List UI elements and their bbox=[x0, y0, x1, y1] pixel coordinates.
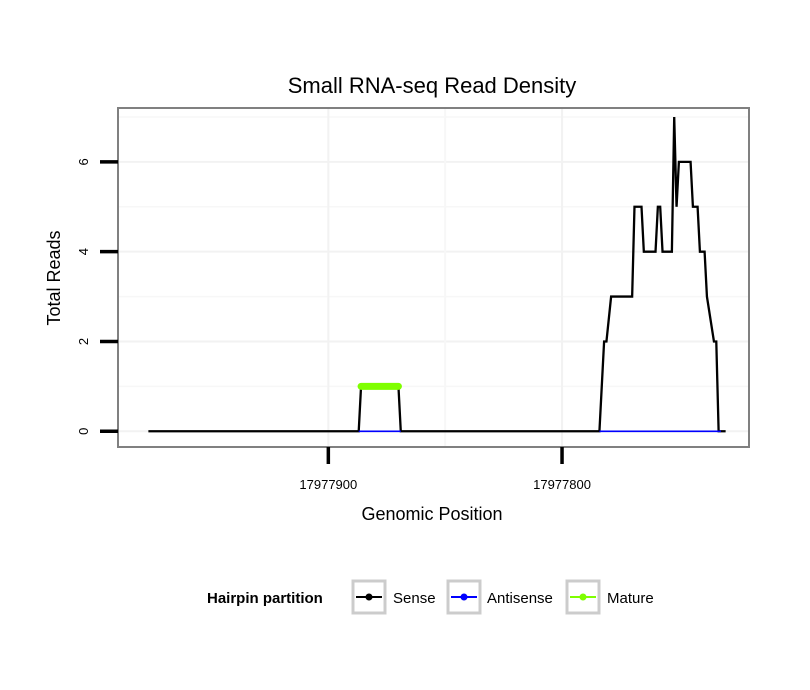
x-tick-label: 17977900 bbox=[299, 477, 357, 492]
y-axis: 0 2 4 6 bbox=[76, 158, 118, 435]
legend: Hairpin partition Sense Antisense Mature bbox=[207, 579, 654, 615]
legend-dot-antisense bbox=[460, 593, 468, 601]
legend-label-mature: Mature bbox=[607, 590, 654, 607]
plot-panel bbox=[117, 107, 750, 448]
legend-label-antisense: Antisense bbox=[487, 590, 553, 607]
y-tick-label: 0 bbox=[76, 428, 91, 435]
y-tick-label: 4 bbox=[76, 248, 91, 255]
y-tick-label: 2 bbox=[76, 338, 91, 345]
chart-title: Small RNA-seq Read Density bbox=[288, 73, 577, 98]
plot-background bbox=[118, 108, 749, 447]
x-tick-label: 17977800 bbox=[533, 477, 591, 492]
x-axis: 17977900 17977800 bbox=[299, 447, 591, 492]
series-line-sense bbox=[148, 116, 726, 433]
y-tick-label: 6 bbox=[76, 158, 91, 165]
y-axis-label: Total Reads bbox=[44, 230, 64, 325]
legend-dot-sense bbox=[365, 593, 373, 601]
plot-border bbox=[117, 107, 750, 448]
legend-title: Hairpin partition bbox=[207, 590, 323, 607]
series-layer bbox=[148, 116, 726, 433]
legend-label-sense: Sense bbox=[393, 590, 436, 607]
grid-lines bbox=[118, 108, 749, 447]
x-axis-label: Genomic Position bbox=[361, 504, 502, 524]
legend-dot-mature bbox=[579, 593, 587, 601]
